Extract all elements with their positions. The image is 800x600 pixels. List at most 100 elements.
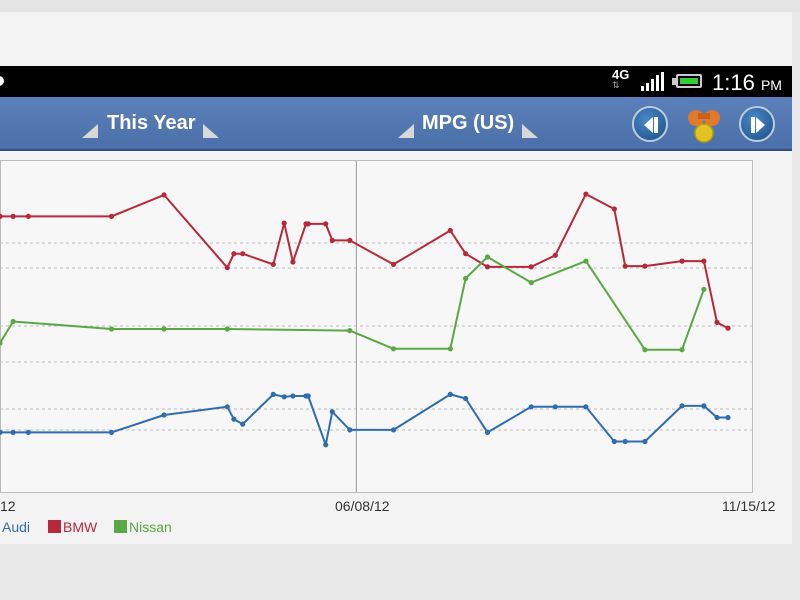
- legend-item-bmw[interactable]: BMW: [48, 519, 97, 535]
- data-point-audi-14: [329, 409, 335, 415]
- data-point-audi-7: [240, 421, 246, 427]
- data-point-nissan-13: [679, 347, 685, 353]
- network-indicator: 4G ⇅: [612, 67, 630, 90]
- data-point-audi-25: [642, 438, 648, 445]
- data-point-audi-2: [25, 429, 31, 435]
- battery-icon: [676, 74, 702, 88]
- legend-swatch-nissan: [114, 520, 127, 533]
- window-frame: [0, 0, 800, 12]
- data-point-nissan-10: [528, 280, 534, 286]
- data-point-bmw-17: [447, 227, 453, 234]
- data-point-audi-19: [484, 429, 491, 435]
- signal-icon: [641, 72, 664, 91]
- data-point-bmw-20: [528, 264, 534, 270]
- legend-item-audi[interactable]: Audi: [0, 519, 30, 535]
- data-point-bmw-22: [583, 191, 589, 197]
- data-point-bmw-15: [347, 237, 353, 243]
- data-point-nissan-9: [484, 254, 491, 260]
- legend-swatch-bmw: [48, 520, 61, 533]
- data-point-nissan-14: [701, 286, 707, 292]
- legend-label-nissan: Nissan: [129, 519, 172, 535]
- chart-plot-area: [0, 160, 753, 493]
- data-point-audi-28: [714, 414, 720, 421]
- data-point-bmw-21: [552, 252, 558, 258]
- data-point-audi-3: [108, 429, 115, 435]
- toolbar: This Year MPG (US): [0, 97, 792, 151]
- data-point-audi-26: [679, 403, 685, 409]
- next-button[interactable]: [739, 106, 775, 142]
- period-increase-arrow-icon[interactable]: [203, 124, 219, 138]
- data-point-audi-27: [701, 403, 707, 409]
- x-tick-label-end: 11/15/12: [722, 498, 776, 514]
- legend-label-bmw: BMW: [63, 519, 98, 535]
- data-point-bmw-3: [108, 213, 115, 219]
- data-point-audi-16: [390, 427, 397, 433]
- data-point-audi-4: [161, 412, 167, 418]
- metric-increase-arrow-icon[interactable]: [522, 124, 538, 138]
- skip-back-icon: [644, 117, 658, 133]
- data-point-bmw-28: [714, 319, 720, 325]
- series-line-audi: [0, 393, 728, 446]
- data-point-bmw-10: [290, 259, 296, 265]
- legend-label-audi: Audi: [2, 519, 31, 535]
- data-point-bmw-27: [701, 258, 707, 264]
- skip-forward-icon: [751, 117, 765, 133]
- series-line-nissan: [0, 256, 705, 351]
- x-tick-label-middle: 06/08/12: [335, 498, 390, 514]
- data-point-bmw-14: [329, 237, 335, 243]
- data-point-bmw-24: [622, 263, 628, 269]
- data-point-bmw-18: [463, 251, 469, 257]
- data-point-audi-15: [347, 427, 353, 433]
- legend-item-nissan[interactable]: Nissan: [114, 519, 172, 535]
- data-point-nissan-8: [463, 275, 469, 282]
- data-point-bmw-16: [390, 261, 397, 267]
- data-point-audi-29: [725, 414, 731, 421]
- data-point-nissan-11: [583, 258, 589, 264]
- data-point-bmw-9: [281, 220, 287, 226]
- data-point-audi-8: [270, 391, 276, 397]
- data-point-nissan-0: [0, 340, 3, 346]
- notification-icon: [0, 76, 4, 86]
- data-point-audi-24: [622, 438, 628, 445]
- previous-button[interactable]: [632, 106, 668, 142]
- x-tick-label-start: 12: [0, 498, 16, 514]
- data-point-bmw-7: [240, 251, 246, 257]
- data-point-nissan-6: [390, 346, 397, 352]
- metric-selector[interactable]: MPG (US): [422, 112, 515, 134]
- data-point-bmw-6: [231, 251, 237, 257]
- data-point-nissan-2: [108, 326, 115, 332]
- data-point-bmw-29: [725, 325, 731, 331]
- metric-decrease-arrow-icon[interactable]: [398, 124, 414, 138]
- data-point-nissan-5: [347, 328, 353, 334]
- period-decrease-arrow-icon[interactable]: [82, 124, 98, 138]
- data-point-audi-13: [323, 442, 329, 448]
- data-point-nissan-12: [642, 347, 648, 353]
- data-point-bmw-0: [0, 213, 3, 219]
- data-point-bmw-8: [270, 261, 276, 267]
- series-line-bmw: [0, 193, 729, 330]
- data-point-nissan-7: [447, 346, 453, 352]
- data-point-bmw-23: [611, 206, 617, 212]
- data-point-audi-5: [224, 404, 230, 410]
- data-point-nissan-3: [161, 326, 167, 332]
- data-point-bmw-12: [305, 221, 311, 227]
- data-point-audi-1: [10, 429, 16, 435]
- data-point-nissan-1: [10, 318, 16, 325]
- data-point-bmw-26: [679, 258, 685, 264]
- battery-tip: [672, 78, 676, 85]
- data-point-audi-23: [611, 438, 617, 445]
- data-point-bmw-25: [642, 263, 648, 269]
- data-point-bmw-4: [161, 192, 167, 198]
- data-point-audi-6: [231, 416, 237, 422]
- data-point-audi-20: [528, 404, 534, 410]
- data-point-bmw-13: [323, 221, 329, 227]
- period-selector[interactable]: This Year: [107, 112, 196, 134]
- data-point-audi-18: [463, 395, 469, 402]
- data-point-audi-22: [583, 404, 589, 410]
- data-point-bmw-19: [484, 264, 491, 270]
- data-point-nissan-4: [224, 326, 230, 332]
- data-point-bmw-1: [10, 213, 16, 219]
- gas-pump-icon[interactable]: [686, 107, 722, 145]
- data-point-audi-10: [290, 393, 296, 399]
